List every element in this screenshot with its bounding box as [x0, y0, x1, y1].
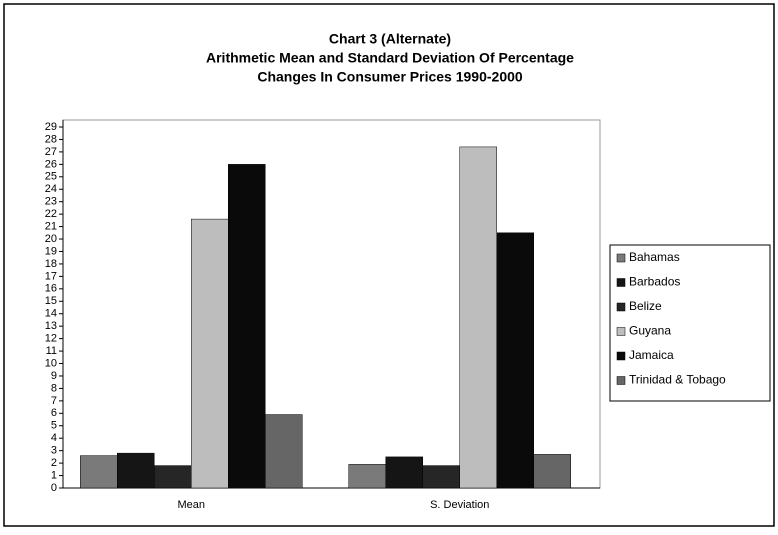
y-tick-label: 12 — [45, 333, 57, 345]
y-tick-label: 22 — [45, 208, 57, 220]
x-tick-label: S. Deviation — [430, 499, 489, 511]
legend-label: Jamaica — [629, 348, 674, 362]
y-tick-label: 1 — [51, 469, 57, 481]
y-tick-label: 26 — [45, 158, 57, 170]
y-tick-label: 21 — [45, 220, 57, 232]
y-tick-label: 23 — [45, 196, 57, 208]
bar — [422, 465, 460, 489]
legend-swatch — [616, 327, 626, 336]
y-tick-label: 13 — [45, 320, 57, 332]
legend-label: Guyana — [629, 324, 671, 338]
chart-title: Chart 3 (Alternate) — [329, 31, 451, 47]
y-tick-label: 0 — [51, 482, 57, 494]
chart-title: Changes In Consumer Prices 1990-2000 — [257, 69, 523, 85]
bar — [80, 455, 118, 489]
y-tick-label: 6 — [51, 407, 57, 419]
y-tick-label: 9 — [51, 370, 57, 382]
x-tick-label: Mean — [177, 499, 205, 511]
legend-swatch — [616, 253, 626, 263]
legend-swatch — [616, 376, 626, 385]
bar — [348, 464, 386, 489]
chart-title: Arithmetic Mean and Standard Deviation O… — [206, 50, 574, 66]
legend-swatch — [616, 302, 626, 312]
bar — [154, 465, 192, 489]
bar — [117, 452, 155, 489]
y-tick-label: 28 — [45, 133, 57, 145]
y-tick-label: 17 — [45, 270, 57, 282]
y-tick-label: 29 — [45, 121, 57, 133]
y-tick-label: 25 — [45, 171, 57, 183]
y-tick-label: 7 — [51, 395, 57, 407]
legend-label: Barbados — [629, 275, 680, 289]
bar — [496, 232, 534, 489]
bar — [385, 456, 423, 489]
bar — [191, 218, 229, 489]
y-tick-label: 3 — [51, 445, 57, 457]
y-tick-label: 24 — [45, 183, 57, 195]
y-tick-label: 14 — [45, 308, 57, 320]
legend-label: Belize — [629, 299, 662, 313]
y-tick-label: 8 — [51, 382, 57, 394]
legend-box — [609, 244, 771, 402]
legend-swatch — [616, 278, 626, 287]
legend-swatch — [616, 351, 626, 361]
y-tick-label: 18 — [45, 258, 57, 270]
y-tick-label: 5 — [51, 420, 57, 432]
y-tick-label: 27 — [45, 146, 57, 158]
y-tick-label: 19 — [45, 245, 57, 257]
y-tick-label: 10 — [45, 357, 57, 369]
legend-label: Bahamas — [629, 250, 680, 264]
y-tick-label: 16 — [45, 283, 57, 295]
y-tick-label: 4 — [51, 432, 57, 444]
bar — [228, 164, 266, 489]
y-tick-label: 20 — [45, 233, 57, 245]
legend-label: Trinidad & Tobago — [629, 373, 726, 387]
bar — [533, 454, 571, 489]
y-tick-label: 11 — [46, 345, 57, 357]
y-tick-label: 15 — [45, 295, 57, 307]
bar — [265, 414, 303, 489]
bar — [459, 146, 497, 489]
y-tick-label: 2 — [51, 457, 57, 469]
